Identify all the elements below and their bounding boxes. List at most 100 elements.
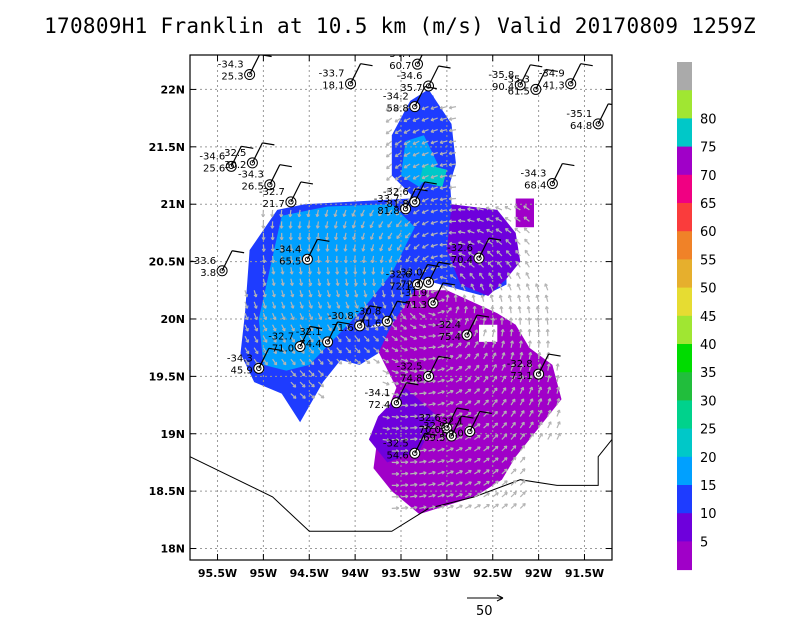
wind-vector xyxy=(538,340,540,348)
wind-vector xyxy=(439,152,448,155)
wind-vector-head xyxy=(403,153,408,157)
wind-barb-staff xyxy=(414,432,426,454)
wind-barb-staff xyxy=(414,86,426,107)
wind-vector xyxy=(428,391,436,395)
wind-vector-head xyxy=(458,342,462,347)
wind-vector xyxy=(439,220,447,224)
wind-vector-head xyxy=(306,236,311,241)
station-dot xyxy=(304,256,311,262)
wind-vector xyxy=(505,250,512,257)
wind-vector-head xyxy=(432,390,436,395)
wind-vector-head xyxy=(421,210,426,214)
wind-vector-head xyxy=(430,220,435,225)
wind-vector-head xyxy=(530,433,534,437)
wind-vector-head xyxy=(520,410,525,414)
wind-vector xyxy=(400,324,407,330)
wind-vector-head xyxy=(515,261,520,265)
wind-vector-head xyxy=(512,410,516,414)
wind-vector-head xyxy=(366,360,371,364)
wind-vector-head xyxy=(556,386,561,390)
wind-vector xyxy=(371,244,375,252)
wind-vector xyxy=(419,437,427,441)
station: -35.164.8 xyxy=(566,103,612,132)
wind-vector-head xyxy=(403,118,408,123)
wind-vector xyxy=(412,140,420,145)
wind-vector xyxy=(336,267,338,275)
wind-vector-head xyxy=(487,261,492,266)
reference-vector-head xyxy=(496,594,504,602)
field-cyan-west xyxy=(258,204,415,371)
wind-vector xyxy=(538,398,542,406)
wind-vector-head xyxy=(503,457,508,461)
wind-vector xyxy=(468,262,475,268)
wind-vector xyxy=(387,209,393,216)
station-ring xyxy=(412,58,424,70)
wind-vector xyxy=(492,340,496,348)
wind-vector xyxy=(510,329,513,337)
wind-vector-head xyxy=(369,236,374,240)
wind-vector xyxy=(290,312,295,320)
wind-vector xyxy=(419,324,427,328)
wind-vector-head xyxy=(430,140,435,145)
wind-vector xyxy=(316,221,319,229)
wind-vector xyxy=(308,301,313,309)
wind-vector-head xyxy=(245,339,250,343)
wind-vector xyxy=(439,106,448,109)
wind-vector xyxy=(272,267,275,275)
wind-vector-head xyxy=(459,504,463,509)
wind-vector-head xyxy=(548,432,552,437)
wind-vector-head xyxy=(421,106,426,111)
wind-barb-staff xyxy=(327,321,339,343)
wind-vector xyxy=(492,329,495,337)
wind-barb-staff xyxy=(359,305,371,327)
wind-vector-head xyxy=(395,426,400,431)
wind-vector xyxy=(398,267,402,275)
wind-vector-head xyxy=(320,372,324,377)
wind-barb-flag xyxy=(548,353,561,357)
wind-vector xyxy=(556,398,560,406)
wind-vector-head xyxy=(477,434,481,439)
wind-vector-head xyxy=(398,282,403,287)
wind-vector xyxy=(437,448,445,452)
wind-vector xyxy=(290,278,293,286)
wind-vector-head xyxy=(385,119,390,123)
wind-barb-flag xyxy=(438,355,451,359)
wind-vector-head xyxy=(405,448,409,453)
wind-vector xyxy=(501,329,504,337)
wind-vector-head xyxy=(414,494,418,499)
wind-vector-head xyxy=(372,294,377,298)
wind-vector xyxy=(477,240,484,245)
wind-vector-head xyxy=(271,282,276,286)
station-temperature: -31.9 xyxy=(401,288,427,299)
wind-vector xyxy=(492,364,497,371)
wind-vector-head xyxy=(390,294,395,298)
wind-vector xyxy=(461,283,466,291)
wind-vector xyxy=(419,472,427,475)
wind-vector xyxy=(492,317,494,325)
wind-vector-head xyxy=(423,436,427,441)
wind-vector-head xyxy=(395,506,400,511)
wind-vector xyxy=(244,301,248,309)
wind-vector-head xyxy=(450,458,454,463)
wind-vector-head xyxy=(423,368,427,373)
wind-vector xyxy=(290,347,296,354)
wind-vector xyxy=(525,272,530,280)
wind-vector xyxy=(467,208,475,211)
station-dot xyxy=(467,428,473,435)
wind-vector-head xyxy=(320,383,325,388)
wind-barb-flag xyxy=(443,282,456,286)
wind-vector-head xyxy=(439,254,443,259)
wind-vector xyxy=(483,317,486,325)
wind-vector xyxy=(244,290,248,298)
wind-vector-head xyxy=(430,197,435,202)
wind-vector-head xyxy=(524,238,528,243)
wind-vector xyxy=(446,401,454,406)
colorbar-label: 15 xyxy=(700,479,717,494)
station-dot xyxy=(414,281,421,288)
station: -34.941.3 xyxy=(539,63,593,92)
wind-vector xyxy=(449,117,457,120)
wind-vector xyxy=(253,312,258,320)
wind-vector-head xyxy=(467,207,471,212)
wind-vector-head xyxy=(302,395,306,399)
wind-vector-head xyxy=(448,252,453,257)
